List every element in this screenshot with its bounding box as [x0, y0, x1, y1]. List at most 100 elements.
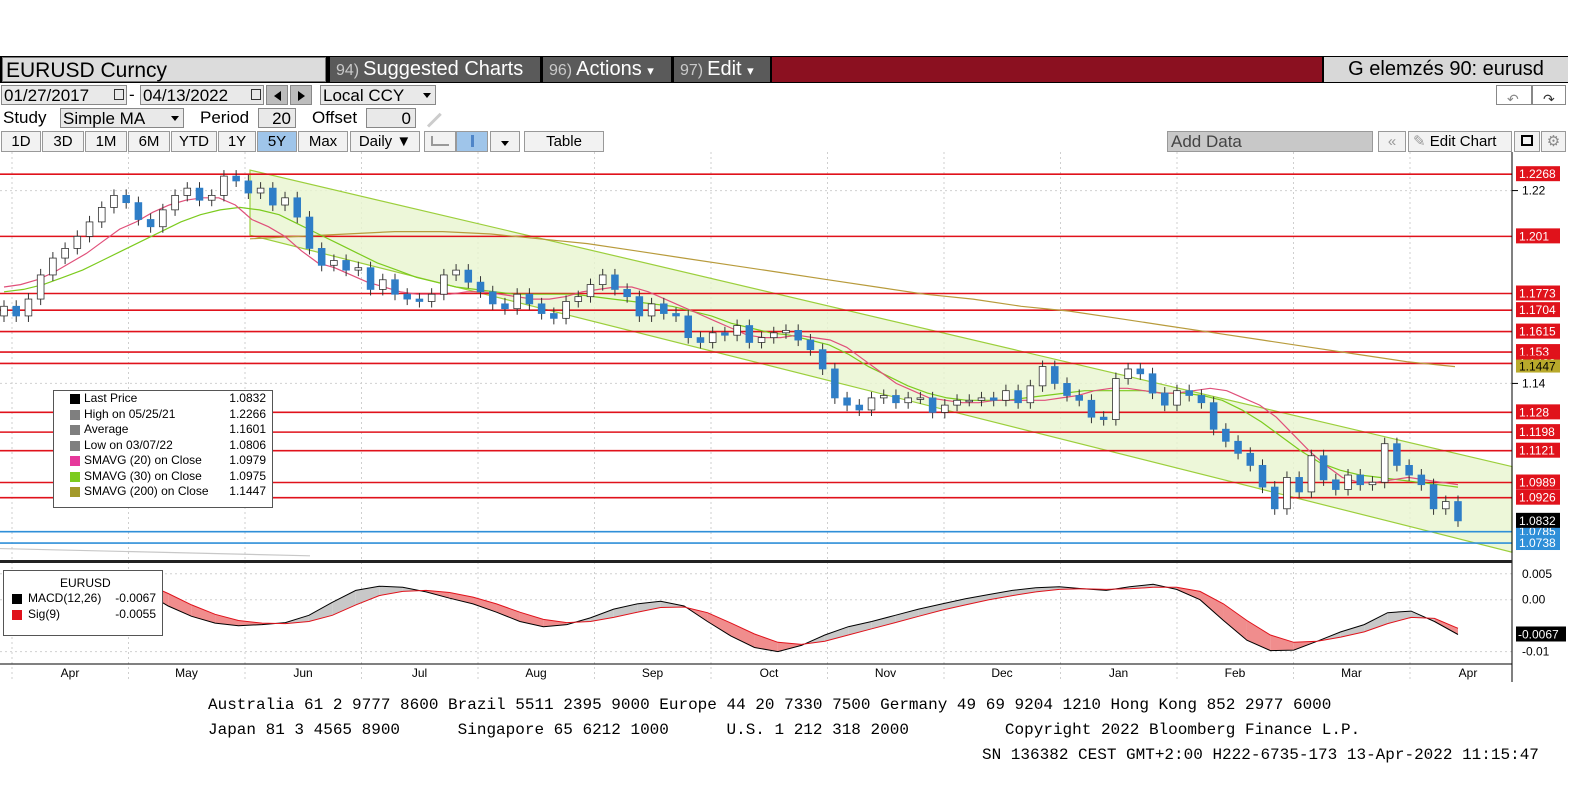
candle-body [1026, 385, 1035, 404]
candle-body [85, 221, 94, 237]
candle-body [1038, 366, 1047, 387]
calendar-icon[interactable] [114, 89, 124, 100]
line-chart-button[interactable] [424, 131, 456, 152]
candle-body [1173, 390, 1181, 406]
menu-label: Actions [576, 58, 642, 80]
date-separator: - [129, 85, 135, 104]
actions-menu[interactable]: 96) Actions ▾ [543, 57, 671, 82]
level-label-bg [1516, 442, 1560, 458]
add-data-field[interactable]: Add Data [1167, 131, 1373, 152]
candle-body [501, 303, 509, 310]
gear-icon: ⚙ [1546, 133, 1561, 150]
candle-body [770, 332, 778, 339]
candle-body [415, 298, 424, 302]
candle-body [818, 349, 827, 370]
candle-body [305, 216, 314, 249]
candle-body [1185, 390, 1193, 396]
prev-arrow-button[interactable] [266, 85, 288, 105]
chevron-right-icon [297, 91, 305, 101]
currency-select[interactable]: Local CCY [320, 85, 436, 105]
macd-fill [496, 603, 520, 622]
level-label: 1.1615 [1519, 325, 1556, 339]
candle-body [464, 269, 473, 283]
period-input[interactable]: 20 [258, 108, 296, 128]
table-button[interactable]: Table [524, 131, 604, 152]
macd-fill [895, 609, 919, 623]
chart-settings-button[interactable] [1514, 131, 1540, 152]
level-label: 1.0738 [1519, 536, 1556, 550]
edit-chart-button[interactable]: ✎ Edit Chart [1408, 131, 1512, 152]
price-legend[interactable]: Last Price 1.0832 High on 05/25/21 1.2266 Av… [53, 390, 273, 508]
next-arrow-button[interactable] [290, 85, 312, 105]
candle-body [232, 175, 240, 182]
candle-body [61, 248, 69, 259]
candle-body [1002, 390, 1010, 401]
ticker-field[interactable]: EURUSD Curncy [2, 57, 326, 82]
macd-legend[interactable]: EURUSD MACD(12,26) -0.0067 Sig(9) -0.0055 [3, 570, 163, 636]
axis-labels: 1.22681.2011.17731.17041.16151.1531.1483… [0, 152, 1560, 682]
candle-body [745, 325, 754, 343]
macd-tick-label: -0.01 [1522, 645, 1550, 659]
candle-body [782, 329, 790, 334]
candle-body [354, 267, 363, 271]
candle-body [562, 301, 570, 319]
legend-swatch [70, 409, 80, 420]
redo-button[interactable]: ↷ [1532, 85, 1566, 107]
edit-menu[interactable]: 97) Edit ▾ [674, 57, 770, 82]
candle-body [1258, 464, 1267, 488]
start-date-field[interactable]: 01/27/2017 [1, 85, 127, 105]
undo-button[interactable]: ↶ [1496, 85, 1532, 107]
candle-body [1063, 383, 1071, 396]
level-label: 1.128 [1519, 405, 1549, 419]
legend-value: -0.0067 [115, 591, 156, 605]
study-select[interactable]: Simple MA [60, 108, 184, 128]
macd-fill [731, 623, 755, 648]
offset-input[interactable]: 0 [366, 108, 416, 128]
candle-body [317, 248, 326, 266]
range-ytd-button[interactable]: YTD [171, 131, 217, 152]
suggested-charts-menu[interactable]: 94) Suggested Charts [330, 57, 540, 82]
legend-swatch [70, 487, 80, 497]
candle-body [171, 194, 179, 211]
macd-fill [824, 626, 849, 642]
footer-contacts-1: Australia 61 2 9777 8600 Brazil 5511 239… [208, 696, 1332, 714]
candle-body [49, 257, 57, 276]
price-legend-row: Average 1.1601 [54, 422, 272, 438]
frequency-select[interactable]: Daily ▼ [350, 131, 420, 152]
calendar-icon[interactable] [251, 89, 261, 100]
range-1m-button[interactable]: 1M [85, 131, 127, 152]
collapse-button[interactable]: « [1378, 131, 1406, 152]
price-legend-row: Last Price 1.0832 [54, 391, 272, 407]
range-6m-button[interactable]: 6M [128, 131, 170, 152]
legend-name: Low on 03/07/22 [84, 437, 173, 452]
price-legend-row: Low on 03/07/22 1.0806 [54, 438, 272, 454]
legend-value: 1.0975 [229, 468, 266, 483]
candle-body [12, 305, 20, 317]
range-1d-button[interactable]: 1D [1, 131, 41, 152]
candle-body [1356, 474, 1365, 486]
sma30-line [3, 206, 1459, 488]
range-max-button[interactable]: Max [298, 131, 348, 152]
level-label-bg [1516, 344, 1560, 360]
chart-type-dropdown[interactable] [490, 131, 520, 152]
candle-body [1124, 368, 1132, 380]
candle-body [611, 274, 619, 290]
candle-body [916, 397, 925, 400]
range-1y-button[interactable]: 1Y [218, 131, 256, 152]
candle-body [757, 337, 766, 343]
candle-chart-icon [470, 135, 474, 147]
sma200-label: 1.1447 [1519, 360, 1556, 374]
legend-swatch [70, 456, 80, 466]
range-5y-button[interactable]: 5Y [257, 131, 297, 152]
price-legend-row: SMAVG (20) on Close 1.0979 [54, 453, 272, 469]
gear-button[interactable]: ⚙ [1541, 131, 1566, 152]
header-spacer [772, 57, 1322, 82]
candle-body [73, 235, 82, 249]
macd-fill [777, 642, 802, 652]
range-3d-button[interactable]: 3D [42, 131, 84, 152]
candle-body [892, 395, 900, 404]
pencil-icon[interactable] [426, 112, 442, 128]
level-label: 1.201 [1519, 229, 1549, 243]
candle-chart-button[interactable] [456, 131, 488, 152]
end-date-field[interactable]: 04/13/2022 [140, 85, 264, 105]
